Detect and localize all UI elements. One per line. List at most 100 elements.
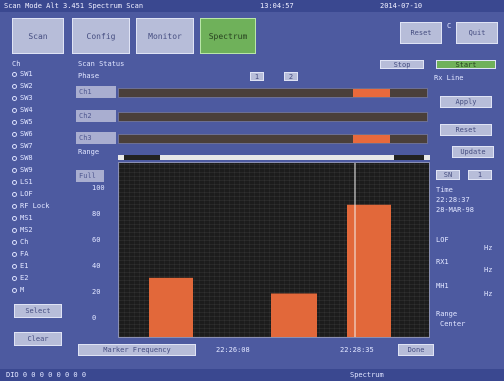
sidebar-item-label: E1 — [20, 262, 29, 270]
sidebar-item[interactable]: SW4 — [12, 106, 72, 118]
sidebar-item[interactable]: SW3 — [12, 94, 72, 106]
sidebar-item[interactable]: E2 — [12, 274, 72, 286]
sidebar-item-label: E2 — [20, 274, 29, 282]
apply-button[interactable]: Apply — [440, 96, 492, 108]
sidebar-item-label: SW5 — [20, 118, 33, 126]
phase-field-1[interactable]: 1 — [250, 72, 264, 81]
sidebar-item[interactable]: SW5 — [12, 118, 72, 130]
sidebar-item[interactable]: LOF — [12, 190, 72, 202]
tab-monitor[interactable]: Monitor — [136, 18, 194, 54]
spectrum-plot[interactable] — [118, 162, 430, 338]
radio-icon — [12, 131, 17, 137]
radio-icon — [12, 239, 17, 245]
sidebar-item[interactable]: M — [12, 286, 72, 298]
row-label-ch3: Ch3 — [76, 132, 116, 144]
field-sn[interactable]: SN — [436, 170, 460, 180]
sidebar-item-label: SW2 — [20, 82, 33, 90]
sidebar-item[interactable]: E1 — [12, 262, 72, 274]
sidebar-item[interactable]: SW7 — [12, 142, 72, 154]
radio-icon — [12, 215, 17, 221]
radio-icon — [12, 155, 17, 161]
select-button[interactable]: Select — [14, 304, 62, 318]
sidebar-item-label: SW1 — [20, 70, 33, 78]
meta-label-lof: LOF — [436, 236, 449, 244]
done-field[interactable]: Done — [398, 344, 434, 356]
clear-button[interactable]: Clear — [14, 332, 62, 346]
meta-label-rx1: RX1 — [436, 258, 449, 266]
sidebar-item[interactable]: LS1 — [12, 178, 72, 190]
radio-icon — [12, 143, 17, 149]
sidebar-item[interactable]: SW8 — [12, 154, 72, 166]
title-time: 13:04:57 — [260, 2, 294, 10]
meta-value-1: Hz — [484, 244, 493, 252]
sidebar-item[interactable]: SW2 — [12, 82, 72, 94]
field-1[interactable]: 1 — [468, 170, 492, 180]
radio-icon — [12, 95, 17, 101]
sidebar-item-label: MS2 — [20, 226, 33, 234]
sidebar-item[interactable]: FA — [12, 250, 72, 262]
spectrum-plot-svg — [149, 163, 391, 337]
radio-icon — [12, 191, 17, 197]
sidebar-item[interactable]: RF Lock — [12, 202, 72, 214]
tab-scan[interactable]: Scan — [12, 18, 64, 54]
title-date: 2014-07-10 — [380, 2, 423, 10]
quit-button[interactable]: Quit — [456, 22, 498, 44]
top-marker: C — [447, 22, 452, 30]
plot-scale-bar — [118, 155, 430, 160]
channel-row-3-highlight — [353, 135, 391, 143]
sidebar-item-label: Ch — [20, 238, 29, 246]
scale-right — [394, 155, 424, 160]
sidebar-item-label: SW9 — [20, 166, 33, 174]
range-value[interactable]: Full — [76, 170, 104, 182]
start-button[interactable]: Start — [436, 60, 496, 69]
sidebar-item-label: SW3 — [20, 94, 33, 102]
time-title: Time — [436, 186, 453, 194]
sidebar-header: Ch — [12, 60, 21, 68]
radio-icon — [12, 251, 17, 257]
channel-row-2 — [118, 112, 428, 122]
reset-button[interactable]: Reset — [440, 124, 492, 136]
phase-field-2[interactable]: 2 — [284, 72, 298, 81]
phase-label: Phase — [78, 72, 100, 80]
status-left: DIO 0 0 0 0 0 0 0 0 — [6, 371, 87, 379]
sidebar-item[interactable]: SW6 — [12, 130, 72, 142]
tab-spectrum[interactable]: Spectrum — [200, 18, 256, 54]
status-bar: DIO 0 0 0 0 0 0 0 0 Spectrum — [0, 369, 504, 381]
y-tick-label: 60 — [92, 236, 101, 244]
scan-status-header: Scan Status — [78, 60, 125, 68]
sidebar-item-label: SW8 — [20, 154, 33, 162]
y-tick-label: 0 — [92, 314, 97, 322]
y-tick-label: 20 — [92, 288, 101, 296]
radio-icon — [12, 119, 17, 125]
y-tick-label: 80 — [92, 210, 101, 218]
radio-icon — [12, 71, 17, 77]
radio-icon — [12, 275, 17, 281]
row-label-ch2: Ch2 — [76, 110, 116, 122]
tab-config[interactable]: Config — [72, 18, 130, 54]
sidebar-item-label: LS1 — [20, 178, 33, 186]
stop-button[interactable]: Stop — [380, 60, 424, 69]
sidebar-item-label: SW6 — [20, 130, 33, 138]
sidebar-item[interactable]: MS1 — [12, 214, 72, 226]
spectrum-bar — [271, 293, 317, 337]
meta-label-mh1: MH1 — [436, 282, 449, 290]
sidebar-item[interactable]: MS2 — [12, 226, 72, 238]
radio-icon — [12, 263, 17, 269]
marker-frequency-field[interactable]: Marker Frequency — [78, 344, 196, 356]
channel-row-1-highlight — [353, 89, 391, 97]
sidebar-item[interactable]: SW1 — [12, 70, 72, 82]
update-button[interactable]: Update — [452, 146, 494, 158]
row-label-ch1: Ch1 — [76, 86, 116, 98]
time-a: 22:26:08 — [216, 346, 250, 354]
radio-icon — [12, 179, 17, 185]
sidebar-item[interactable]: SW9 — [12, 166, 72, 178]
status-right: Spectrum — [350, 371, 384, 379]
range-label: Range — [78, 148, 100, 156]
title-bar: Scan Mode Alt 3.451 Spectrum Scan 13:04:… — [0, 0, 504, 12]
sidebar-item[interactable]: Ch — [12, 238, 72, 250]
spectrum-bar — [149, 277, 193, 337]
sidebar-item-label: SW7 — [20, 142, 33, 150]
sidebar-item-label: SW4 — [20, 106, 33, 114]
sidebar-item-label: M — [20, 286, 25, 294]
reset-top-button[interactable]: Reset — [400, 22, 442, 44]
